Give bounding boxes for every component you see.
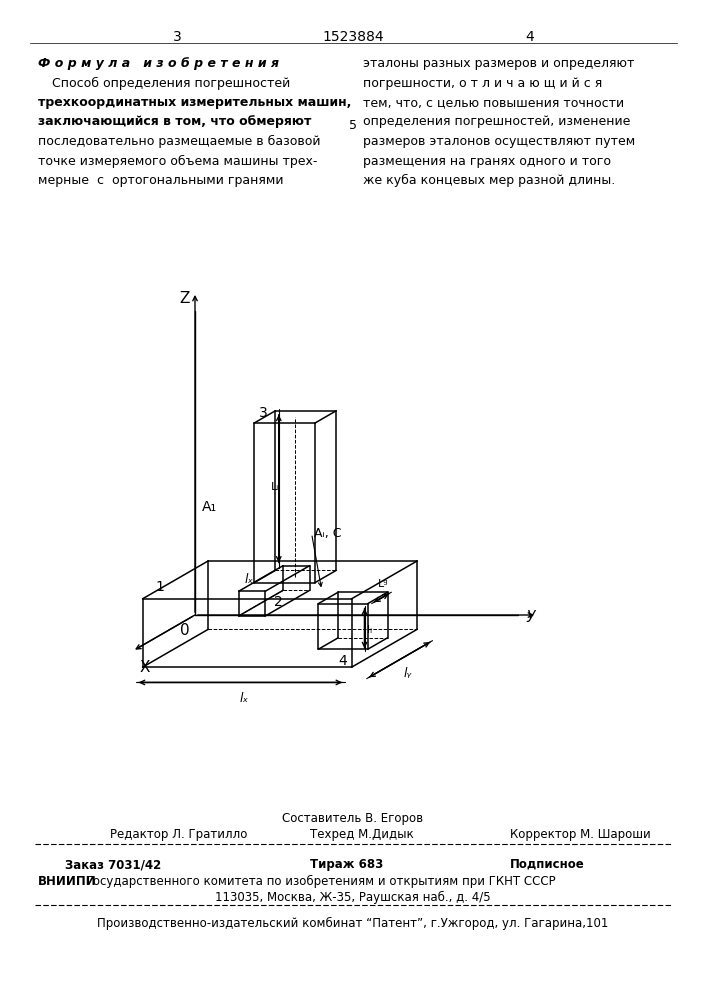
Text: Aᵢ, C: Aᵢ, C — [314, 527, 341, 540]
Text: Ф о р м у л а   и з о б р е т е н и я: Ф о р м у л а и з о б р е т е н и я — [38, 57, 279, 70]
Text: 4: 4 — [338, 654, 346, 668]
Text: Z: Z — [180, 291, 190, 306]
Text: заключающийся в том, что обмеряют: заключающийся в том, что обмеряют — [38, 115, 311, 128]
Text: 1: 1 — [155, 580, 164, 594]
Text: последовательно размещаемые в базовой: последовательно размещаемые в базовой — [38, 135, 320, 148]
Text: 1523884: 1523884 — [322, 30, 384, 44]
Text: 3: 3 — [259, 406, 268, 420]
Text: 0: 0 — [180, 623, 189, 638]
Text: Тираж 683: Тираж 683 — [310, 858, 383, 871]
Text: точке измеряемого объема машины трех-: точке измеряемого объема машины трех- — [38, 154, 317, 168]
Text: lᵢ: lᵢ — [367, 625, 372, 635]
Text: Заказ 7031/42: Заказ 7031/42 — [65, 858, 161, 871]
Text: lₓ: lₓ — [245, 573, 254, 586]
Text: размеров эталонов осуществляют путем: размеров эталонов осуществляют путем — [363, 135, 636, 148]
Text: ВНИИПИ: ВНИИПИ — [38, 875, 97, 888]
Text: X: X — [139, 660, 150, 675]
Text: трехкоординатных измерительных машин,: трехкоординатных измерительных машин, — [38, 96, 351, 109]
Text: 113035, Москва, Ж-35, Раушская наб., д. 4/5: 113035, Москва, Ж-35, Раушская наб., д. … — [215, 891, 491, 904]
Text: же куба концевых мер разной длины.: же куба концевых мер разной длины. — [363, 174, 615, 187]
Text: 3: 3 — [173, 30, 182, 44]
Text: размещения на гранях одного и того: размещения на гранях одного и того — [363, 154, 611, 167]
Text: Производственно-издательский комбинат “Патент”, г.Ужгород, ул. Гагарина,101: Производственно-издательский комбинат “П… — [98, 917, 609, 930]
Text: Государственного комитета по изобретениям и открытиям при ГКНТ СССР: Государственного комитета по изобретения… — [82, 875, 556, 888]
Text: Составитель В. Егоров: Составитель В. Егоров — [282, 812, 423, 825]
Text: y: y — [526, 607, 535, 622]
Text: lₓ: lₓ — [239, 692, 248, 705]
Text: Техред М.Дидык: Техред М.Дидык — [310, 828, 414, 841]
Text: 2: 2 — [274, 595, 283, 609]
Text: lᵧ: lᵧ — [403, 667, 411, 680]
Text: тем, что, с целью повышения точности: тем, что, с целью повышения точности — [363, 96, 624, 109]
Text: 4: 4 — [525, 30, 534, 44]
Text: Lᵢ: Lᵢ — [271, 482, 279, 492]
Text: Редактор Л. Гратилло: Редактор Л. Гратилло — [110, 828, 247, 841]
Text: эталоны разных размеров и определяют: эталоны разных размеров и определяют — [363, 57, 634, 70]
Text: Lᵍ: Lᵍ — [378, 579, 389, 589]
Text: определения погрешностей, изменение: определения погрешностей, изменение — [363, 115, 631, 128]
Text: A₁: A₁ — [202, 500, 217, 514]
Text: Способ определения погрешностей: Способ определения погрешностей — [52, 77, 291, 90]
Text: мерные  с  ортогональными гранями: мерные с ортогональными гранями — [38, 174, 284, 187]
Text: 5: 5 — [349, 119, 357, 132]
Text: погрешности, о т л и ч а ю щ и й с я: погрешности, о т л и ч а ю щ и й с я — [363, 77, 602, 90]
Text: Корректор М. Шароши: Корректор М. Шароши — [510, 828, 650, 841]
Text: Подписное: Подписное — [510, 858, 585, 871]
